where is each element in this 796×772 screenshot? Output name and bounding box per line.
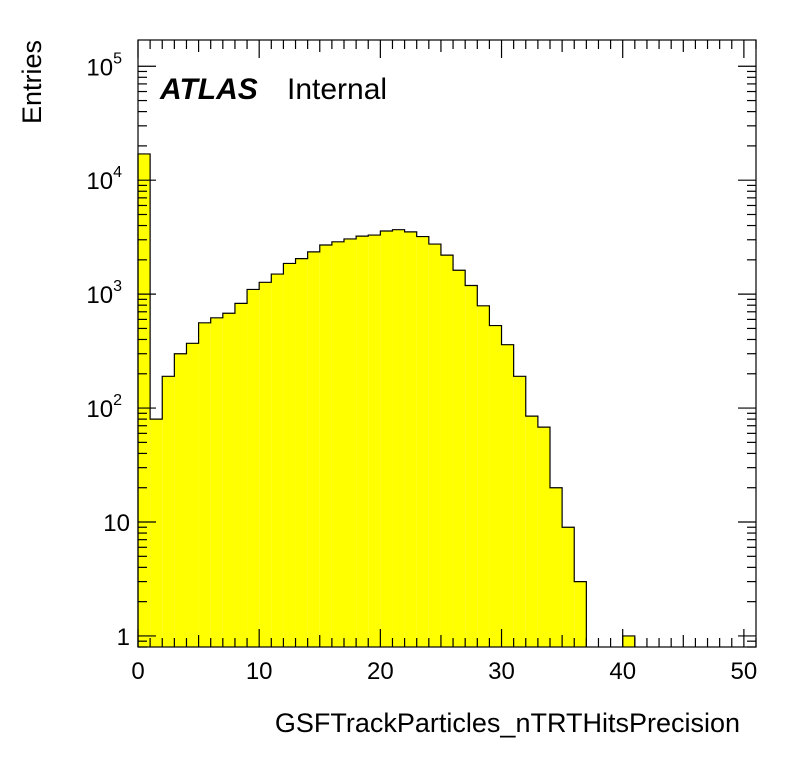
histogram-bar: [162, 376, 175, 647]
histogram-bar: [247, 289, 260, 647]
plot-frame: [137, 39, 757, 648]
x-tick-label: 10: [246, 658, 273, 685]
histogram-bars: [137, 153, 636, 648]
status-label: Internal: [287, 73, 387, 106]
histogram-bar: [368, 235, 381, 647]
histogram-bar: [150, 419, 163, 647]
x-tick-label: 30: [488, 658, 515, 685]
histogram-bar: [283, 263, 296, 647]
x-tick-label: 40: [609, 658, 636, 685]
y-axis: 1 10 102 103 104 105: [86, 50, 756, 651]
histogram-bar: [356, 236, 369, 647]
histogram-bar: [440, 255, 454, 648]
histogram-bar: [259, 282, 272, 647]
x-tick-label: 50: [731, 658, 758, 685]
x-axis-title: GSFTrackParticles_nTRTHitsPrecision: [275, 708, 740, 738]
histogram-bar: [198, 322, 211, 647]
histogram-bar: [550, 487, 563, 647]
histogram-bar: [307, 251, 320, 647]
histogram-bar: [331, 241, 344, 647]
x-axis: 0 10 20 30 40 50: [131, 40, 757, 685]
histogram-bar: [453, 270, 466, 647]
histogram-bar: [186, 343, 199, 647]
histogram-bar: [319, 244, 332, 647]
histogram-bar: [513, 376, 526, 647]
histogram-bar: [344, 238, 357, 647]
histogram-bar: [489, 325, 502, 647]
histogram-bar: [380, 231, 393, 648]
histogram-bar: [174, 353, 187, 647]
histogram-bar: [222, 313, 235, 647]
histogram-outline: [137, 153, 587, 647]
histogram-bar: [477, 305, 490, 647]
histogram-bar: [501, 344, 514, 647]
x-tick-label: 20: [367, 658, 394, 685]
experiment-label: ATLAS: [159, 73, 258, 106]
y-tick-label: 105: [86, 50, 122, 81]
y-axis-title: Entries: [17, 40, 47, 124]
y-tick-label: 10: [103, 510, 130, 537]
histogram-bar: [574, 581, 587, 647]
histogram-bar: [537, 427, 550, 647]
histogram-bar: [404, 231, 417, 647]
histogram-bar: [210, 317, 223, 647]
histogram-bar: [234, 303, 248, 647]
histogram-bar: [416, 236, 429, 647]
y-tick-label: 103: [86, 278, 122, 309]
histogram-bar: [562, 527, 575, 647]
y-tick-label: 104: [86, 164, 122, 195]
histogram-bar: [392, 229, 405, 648]
histogram-bar: [271, 274, 284, 647]
y-tick-label: 1: [117, 624, 130, 651]
histogram-bar: [138, 153, 151, 648]
histogram-bar: [295, 258, 308, 647]
y-tick-label: 102: [86, 392, 122, 423]
x-tick-label: 0: [131, 658, 144, 685]
histogram-bar: [428, 244, 441, 648]
histogram-bar: [525, 416, 538, 647]
histogram-bar: [622, 635, 635, 647]
histogram-bar: [465, 285, 478, 647]
